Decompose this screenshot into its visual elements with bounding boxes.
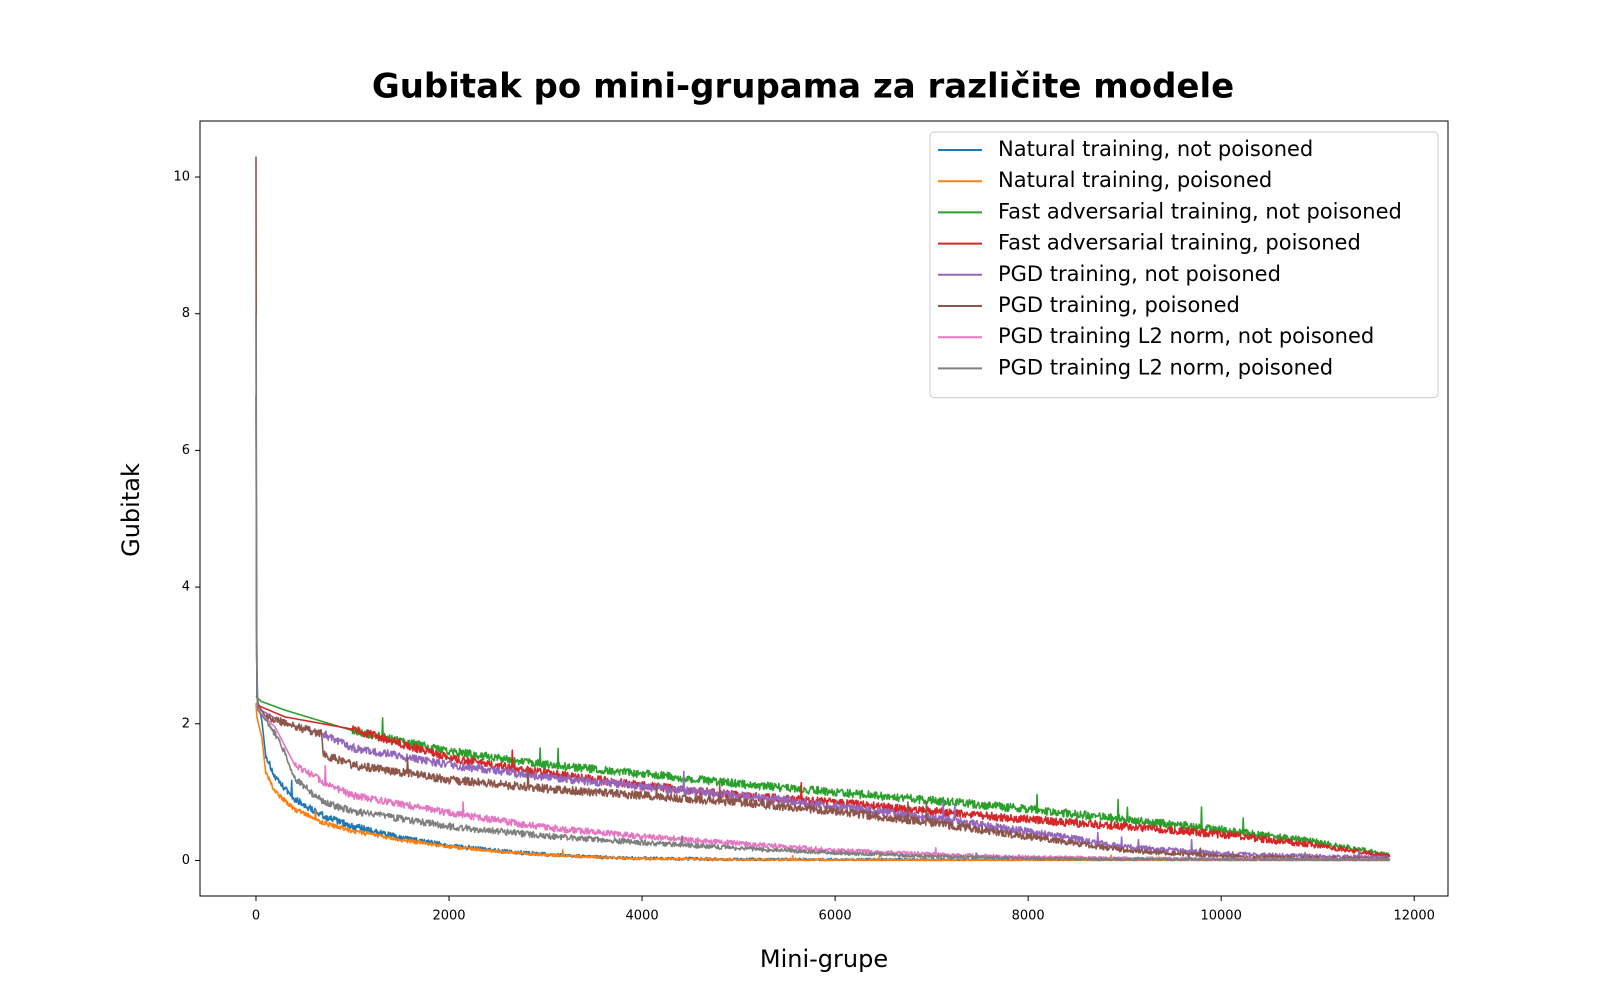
- series-layer: [255, 156, 1391, 862]
- x-tick-label: 6000: [819, 909, 852, 924]
- series-line: [255, 702, 1391, 861]
- y-tick-label: 8: [182, 306, 190, 321]
- y-tick-label: 0: [182, 853, 190, 868]
- legend-entry-label: PGD training L2 norm, not poisoned: [998, 324, 1374, 348]
- y-tick-label: 2: [182, 716, 190, 731]
- legend-entry-label: Natural training, poisoned: [998, 168, 1272, 192]
- legend-entry-label: PGD training L2 norm, poisoned: [998, 355, 1333, 379]
- x-tick-label: 12000: [1394, 909, 1435, 924]
- legend: Natural training, not poisoned Natural tr…: [929, 131, 1439, 399]
- x-tick-label: 0: [252, 909, 260, 924]
- legend-entry-label: PGD training, not poisoned: [998, 262, 1281, 286]
- series-line: [255, 313, 1391, 862]
- series-line: [255, 702, 1391, 859]
- series-line: [255, 156, 1391, 862]
- x-tick-label: 4000: [626, 909, 659, 924]
- legend-entry-label: PGD training, poisoned: [998, 293, 1240, 317]
- x-tick-label: 10000: [1200, 909, 1241, 924]
- plot-area-frame: [199, 120, 1449, 897]
- y-tick-label: 4: [182, 580, 190, 595]
- y-axis-label: Gubitak: [117, 463, 145, 557]
- y-tick-label: 6: [182, 443, 190, 458]
- series-line: [255, 702, 1391, 862]
- chart-title: Gubitak po mini-grupama za različite mod…: [372, 67, 1234, 107]
- x-axis-label: Mini-grupe: [760, 945, 888, 973]
- axis-ticks: 0 2000 4000 6000 8000 10000 12000 0 2 4 6 8 10: [173, 170, 1434, 924]
- x-tick-label: 8000: [1012, 909, 1045, 924]
- series-line: [255, 703, 1391, 862]
- legend-entry-label: Fast adversarial training, not poisoned: [998, 199, 1402, 223]
- legend-box: [929, 131, 1439, 399]
- series-line: [255, 695, 1391, 857]
- y-tick-label: 10: [173, 170, 190, 185]
- x-tick-label: 2000: [432, 909, 465, 924]
- legend-entry-label: Natural training, not poisoned: [998, 137, 1313, 161]
- legend-entry-label: Fast adversarial training, poisoned: [998, 231, 1361, 255]
